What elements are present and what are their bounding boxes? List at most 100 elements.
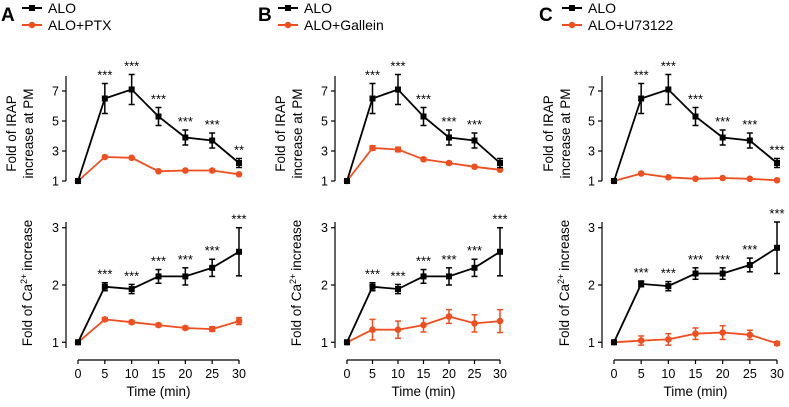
x-tick-label: 25: [743, 367, 757, 381]
x-tick-label: 0: [75, 367, 82, 381]
legend-marker: [568, 21, 576, 29]
panel-letter: C: [539, 5, 553, 26]
significance-label: ***: [178, 252, 193, 267]
y-tick-label: 1: [588, 336, 595, 350]
significance-label: ***: [178, 114, 193, 129]
data-point-alo: [692, 270, 699, 277]
data-point-treatment: [692, 330, 699, 337]
y-axis-title: Fold of Ca2+ increase: [556, 220, 572, 347]
data-point-treatment: [496, 317, 504, 325]
legend-label-1: ALO+Gallein: [304, 17, 384, 33]
y-tick-label: 3: [52, 221, 59, 235]
x-tick-label: 0: [611, 367, 618, 381]
x-tick-label: 10: [661, 367, 675, 381]
y-axis-title-prefix: Fold of Ca: [20, 284, 35, 347]
y-axis-title-sup: 2+: [556, 274, 566, 284]
significance-label: ***: [231, 212, 246, 227]
data-point-alo: [101, 95, 108, 102]
data-point-alo: [692, 113, 699, 120]
data-point-treatment: [394, 146, 402, 153]
y-tick-label: 3: [52, 145, 59, 159]
significance-label: ***: [365, 68, 380, 83]
data-point-treatment: [637, 337, 645, 344]
data-point-alo: [155, 273, 162, 280]
data-point-alo: [746, 261, 753, 268]
x-tick-label: 20: [716, 367, 730, 381]
significance-label: ***: [742, 117, 757, 132]
x-tick-label: 25: [205, 367, 219, 381]
y-axis-title-suffix: increase: [20, 220, 35, 271]
significance-label: ***: [441, 252, 456, 267]
y-axis-title-line1: Fold of IRAP: [541, 95, 556, 172]
significance-label: ***: [467, 243, 482, 258]
data-point-treatment: [692, 175, 699, 183]
significance-label: ***: [467, 117, 482, 132]
legend-marker: [569, 5, 575, 11]
x-tick-label: 0: [344, 367, 351, 381]
data-point-treatment: [208, 325, 216, 333]
significance-label: ***: [97, 267, 112, 282]
significance-label: ***: [715, 114, 730, 129]
y-axis-title: Fold of IRAP increase at PM: [273, 88, 305, 178]
data-point-treatment: [471, 320, 478, 327]
data-point-alo: [395, 86, 401, 93]
y-tick-label: 2: [588, 279, 595, 293]
y-axis-title-sup: 2+: [288, 274, 298, 284]
data-point-alo: [155, 113, 162, 120]
significance-label: ***: [688, 92, 703, 107]
significance-label: ***: [742, 242, 757, 257]
data-point-alo: [101, 283, 108, 290]
data-point-treatment: [773, 176, 781, 184]
y-axis-title-line2: increase at PM: [558, 88, 573, 178]
data-point-treatment: [208, 167, 216, 174]
y-axis-title-prefix: Fold of Ca: [557, 284, 572, 347]
y-tick-label: 3: [588, 221, 595, 235]
significance-label: ***: [390, 268, 405, 283]
y-tick-label: 2: [52, 279, 59, 293]
data-point-alo: [182, 273, 189, 280]
x-tick-label: 15: [152, 367, 166, 381]
data-point-treatment: [155, 321, 162, 329]
significance-label: ***: [769, 143, 784, 158]
data-point-treatment: [182, 167, 189, 174]
x-tick-label: 15: [689, 367, 703, 381]
data-point-treatment: [420, 321, 427, 329]
data-point-alo: [611, 339, 617, 346]
data-point-alo: [665, 86, 672, 93]
data-point-alo: [774, 244, 780, 251]
y-axis-title-suffix: increase: [289, 220, 304, 271]
significance-label: ***: [97, 68, 112, 83]
y-tick-label: 3: [321, 145, 328, 159]
data-point-alo: [395, 286, 401, 293]
data-point-alo: [344, 339, 350, 346]
significance-label: ***: [769, 206, 784, 221]
significance-label: ***: [634, 265, 649, 280]
significance-label: ***: [661, 59, 676, 74]
significance-label: ***: [688, 252, 703, 267]
data-point-treatment: [719, 329, 726, 336]
y-axis-title: Fold of IRAP increase at PM: [4, 88, 36, 178]
data-point-treatment: [369, 144, 376, 152]
data-point-alo: [236, 160, 242, 166]
data-point-alo: [236, 248, 242, 255]
data-point-alo: [665, 283, 672, 290]
data-point-treatment: [369, 326, 376, 333]
y-tick-label: 7: [52, 85, 59, 99]
x-tick-label: 20: [178, 367, 192, 381]
data-point-alo: [719, 134, 726, 141]
data-point-treatment: [101, 316, 109, 323]
y-axis-title-sup: 2+: [19, 274, 29, 284]
y-axis-title-line1: Fold of IRAP: [273, 95, 288, 172]
significance-label: ***: [416, 92, 431, 107]
y-axis-title: Fold of Ca2+ increase: [288, 220, 304, 347]
data-point-alo: [209, 264, 216, 271]
data-point-treatment: [471, 163, 478, 171]
legend-label-0: ALO: [588, 0, 616, 16]
data-point-alo: [209, 137, 216, 144]
data-point-alo: [471, 137, 478, 144]
significance-label: ***: [416, 254, 431, 269]
